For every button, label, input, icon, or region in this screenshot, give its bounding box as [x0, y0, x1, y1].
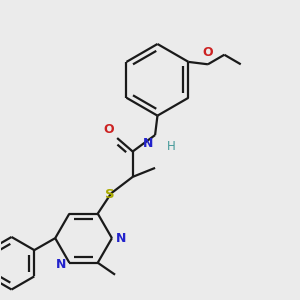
Text: O: O: [202, 46, 213, 59]
Text: N: N: [56, 258, 66, 271]
Text: O: O: [103, 123, 114, 136]
Text: N: N: [116, 232, 126, 245]
Text: H: H: [167, 140, 175, 153]
Text: S: S: [105, 188, 115, 201]
Text: N: N: [143, 136, 154, 150]
